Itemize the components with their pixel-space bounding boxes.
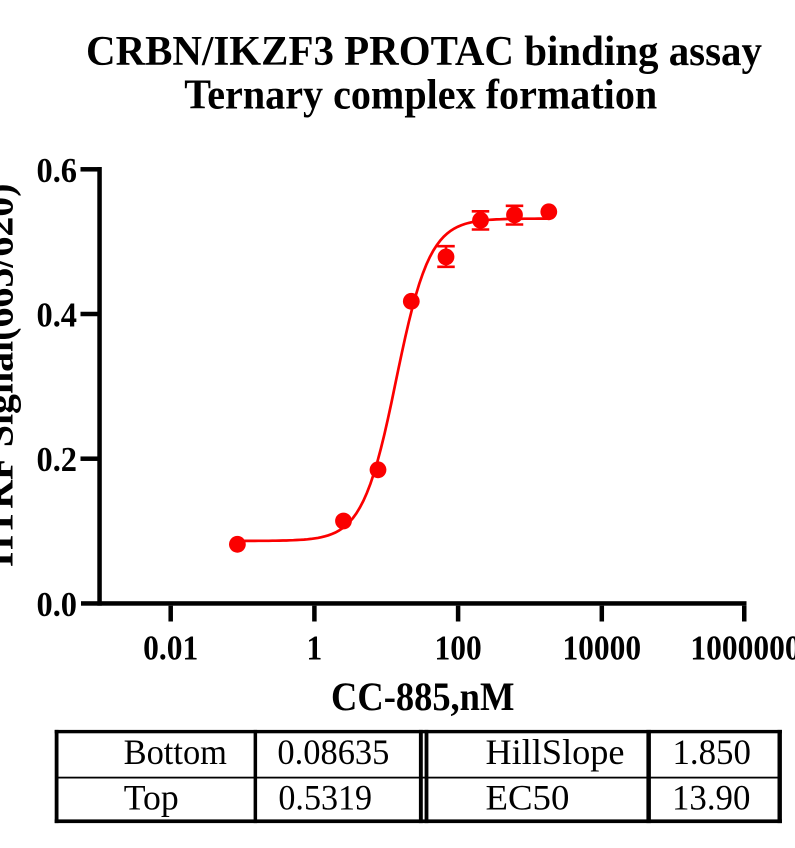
svg-text:0.5319: 0.5319 bbox=[278, 777, 372, 817]
svg-text:Ternary complex formation: Ternary complex formation bbox=[184, 73, 657, 119]
svg-text:1000000: 1000000 bbox=[690, 628, 795, 667]
svg-text:10000: 10000 bbox=[562, 628, 641, 667]
svg-text:CRBN/IKZF3 PROTAC binding assa: CRBN/IKZF3 PROTAC binding assay bbox=[86, 29, 762, 75]
svg-text:CC-885,nM: CC-885,nM bbox=[331, 674, 514, 719]
svg-text:0.4: 0.4 bbox=[37, 296, 78, 335]
svg-text:13.90: 13.90 bbox=[672, 777, 750, 817]
svg-text:HTRF Signal(665/620): HTRF Signal(665/620) bbox=[0, 184, 22, 567]
svg-text:0.2: 0.2 bbox=[37, 440, 78, 479]
svg-text:100: 100 bbox=[435, 628, 482, 667]
svg-text:HillSlope: HillSlope bbox=[486, 732, 625, 772]
svg-text:1: 1 bbox=[307, 628, 323, 667]
svg-text:Bottom: Bottom bbox=[124, 732, 227, 772]
svg-text:0.6: 0.6 bbox=[37, 151, 78, 190]
svg-text:0.01: 0.01 bbox=[143, 628, 198, 667]
svg-text:1.850: 1.850 bbox=[673, 732, 751, 772]
svg-text:Top: Top bbox=[124, 777, 179, 817]
svg-text:0.08635: 0.08635 bbox=[277, 732, 389, 772]
svg-text:0.0: 0.0 bbox=[37, 585, 78, 624]
svg-text:EC50: EC50 bbox=[486, 777, 570, 817]
